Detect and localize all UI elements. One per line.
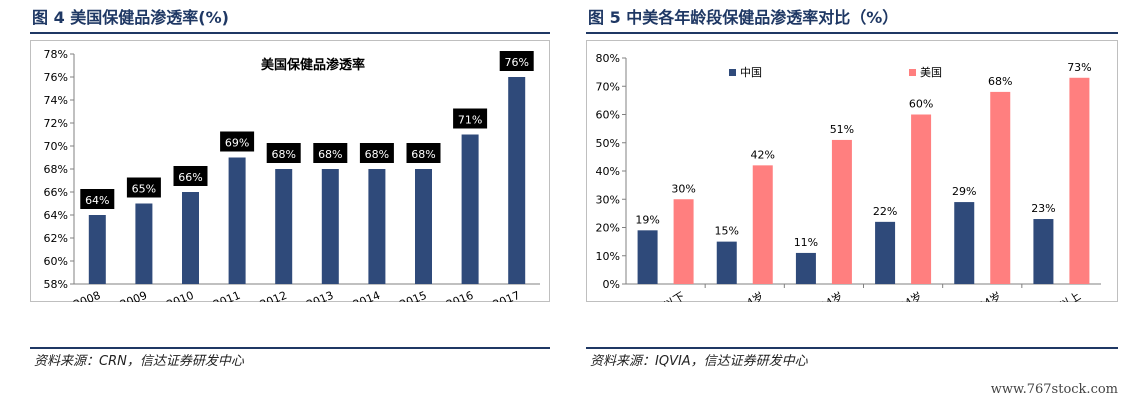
chart4-data-label-box [313, 143, 348, 163]
chart4-y-tick-label: 58% [44, 278, 68, 291]
chart4-data-label: 66% [178, 171, 202, 184]
chart5-data-label-china: 23% [1031, 202, 1055, 215]
divider-top-left [30, 32, 550, 34]
chart5-y-tick-label: 10% [596, 250, 620, 263]
chart4-data-label-box [126, 177, 161, 198]
chart5-bars [637, 77, 1090, 285]
chart4-data-labels: 64% 65% 66% 69% 68% 68% 68% 68% 71% 76% [80, 51, 534, 209]
chart5-y-tick-label: 40% [596, 165, 620, 178]
chart4-bar [88, 215, 106, 284]
chart4-y-tick-label: 72% [44, 117, 68, 130]
chart4-bar [368, 169, 386, 284]
chart4-data-label-box [173, 166, 208, 186]
legend-label-china: 中国 [740, 66, 762, 79]
chart5-bar-china [716, 241, 737, 284]
chart5-bar-china [954, 202, 975, 284]
chart4-data-label-box [406, 143, 441, 163]
chart5-bar-usa [831, 139, 852, 284]
chart5-data-label-usa: 68% [988, 75, 1012, 88]
chart4-bar [321, 169, 339, 284]
chart5-data-label-usa: 73% [1067, 61, 1091, 74]
chart5-y-tick-label: 80% [596, 52, 620, 65]
us-penetration-bar-chart: 美国保健品渗透率 64%65%66%69%68% 68% 68% 68%71%76% … [30, 40, 550, 302]
chart5-data-label-usa: 51% [830, 123, 854, 136]
chart5-bar-china [637, 230, 658, 284]
chart5-bar-usa [990, 91, 1011, 285]
chart4-y-tick-label: 78% [44, 48, 68, 61]
chart4-bar [228, 157, 246, 284]
chart5-axes [622, 57, 1101, 288]
chart4-data-label-box [266, 143, 301, 163]
chart5-data-label-china: 29% [952, 185, 976, 198]
chart4-y-tick-label: 60% [44, 255, 68, 268]
chart5-data-label-usa: 42% [751, 148, 775, 161]
chart5-data-label-usa: 60% [909, 98, 933, 111]
chart4-data-label: 68% [318, 148, 342, 161]
chart4-bar [415, 169, 432, 284]
figure-5-title: 图 5 中美各年龄段保健品渗透率对比（%） [588, 8, 899, 27]
legend-swatch-usa [909, 69, 916, 76]
chart5-bar-usa [911, 114, 932, 284]
chart4-data-label: 69% [225, 137, 249, 150]
chart5-data-label-china: 22% [873, 205, 897, 218]
chart4-data-label-box [499, 51, 534, 71]
chart5-y-tick-label: 30% [596, 193, 620, 206]
chart4-data-label-box [359, 143, 394, 163]
chart5-data-label-usa: 30% [671, 182, 695, 195]
chart5-data-label-china: 11% [794, 236, 818, 249]
chart4-y-tick-label: 64% [44, 209, 68, 222]
chart5-data-labels: 19% 30% 15% 42% 11% 51% 22% 60% 29% 68% 23% 73% [635, 61, 1091, 249]
divider-bottom-right [586, 347, 1118, 349]
legend-label-usa: 美国 [920, 66, 942, 79]
watermark: www.767stock.com [990, 382, 1118, 397]
chart5-y-tick-label: 20% [596, 222, 620, 235]
chart5-y-tick-label: 70% [596, 80, 620, 93]
chart4-data-label: 76% [504, 56, 528, 69]
chart4-data-label-box [453, 108, 488, 129]
figure-4-title: 图 4 美国保健品渗透率(%) [32, 8, 229, 27]
figure-5-source: 资料来源：IQVIA，信达证券研发中心 [590, 354, 808, 369]
chart4-data-label: 68% [365, 148, 389, 161]
chart5-bar-usa [1069, 77, 1090, 285]
chart5-data-label-china: 19% [635, 213, 659, 226]
chart5-y-tick-label: 50% [596, 137, 620, 150]
chart4-y-tick-label: 74% [44, 94, 68, 107]
chart4-bar [275, 169, 293, 284]
chart4-y-tick-label: 66% [44, 186, 68, 199]
chart4-data-label-box [80, 189, 115, 209]
chart4-data-label-box [220, 131, 255, 152]
chart5-bar-china [1033, 219, 1054, 284]
chart5-y-tick-label: 60% [596, 109, 620, 122]
legend-swatch-china [729, 69, 736, 76]
chart5-y-tick-label: 0% [603, 278, 620, 291]
chart5-legend: 中国 美国 [729, 66, 942, 79]
chart4-tick-labels: 58%60%62%64%66%68%70%72%74%76%78%2008 200… [44, 48, 522, 302]
chart4-data-label: 64% [85, 194, 109, 207]
chart4-bar [461, 134, 479, 284]
divider-bottom-left [30, 347, 550, 349]
cn-us-age-bar-chart: 19% 30% 15% 42% 11% 51% 22% 60% 29% 68% 23% 73% 0% 1… [586, 40, 1118, 302]
chart4-bar [182, 192, 199, 284]
chart4-inner-title: 美国保健品渗透率 [261, 57, 365, 73]
chart4-data-label: 68% [271, 148, 295, 161]
chart4-data-label: 65% [132, 183, 156, 196]
chart5-bar-usa [673, 199, 694, 284]
chart4-y-tick-label: 62% [44, 232, 68, 245]
chart5-data-label-china: 15% [715, 225, 739, 238]
chart5-bar-china [875, 221, 896, 284]
chart4-y-tick-label: 70% [44, 140, 68, 153]
figure-4-source: 资料来源：CRN，信达证券研发中心 [34, 354, 244, 369]
chart4-data-label: 71% [458, 114, 482, 127]
divider-top-right [586, 32, 1118, 34]
chart4-bar [508, 77, 526, 284]
chart5-bar-china [795, 252, 816, 284]
chart4-bar [135, 203, 153, 284]
chart4-y-tick-label: 76% [44, 71, 68, 84]
chart5-bar-usa [752, 165, 773, 284]
chart4-bars [88, 77, 526, 284]
chart4-data-label: 68% [411, 148, 435, 161]
chart4-y-tick-label: 68% [44, 163, 68, 176]
